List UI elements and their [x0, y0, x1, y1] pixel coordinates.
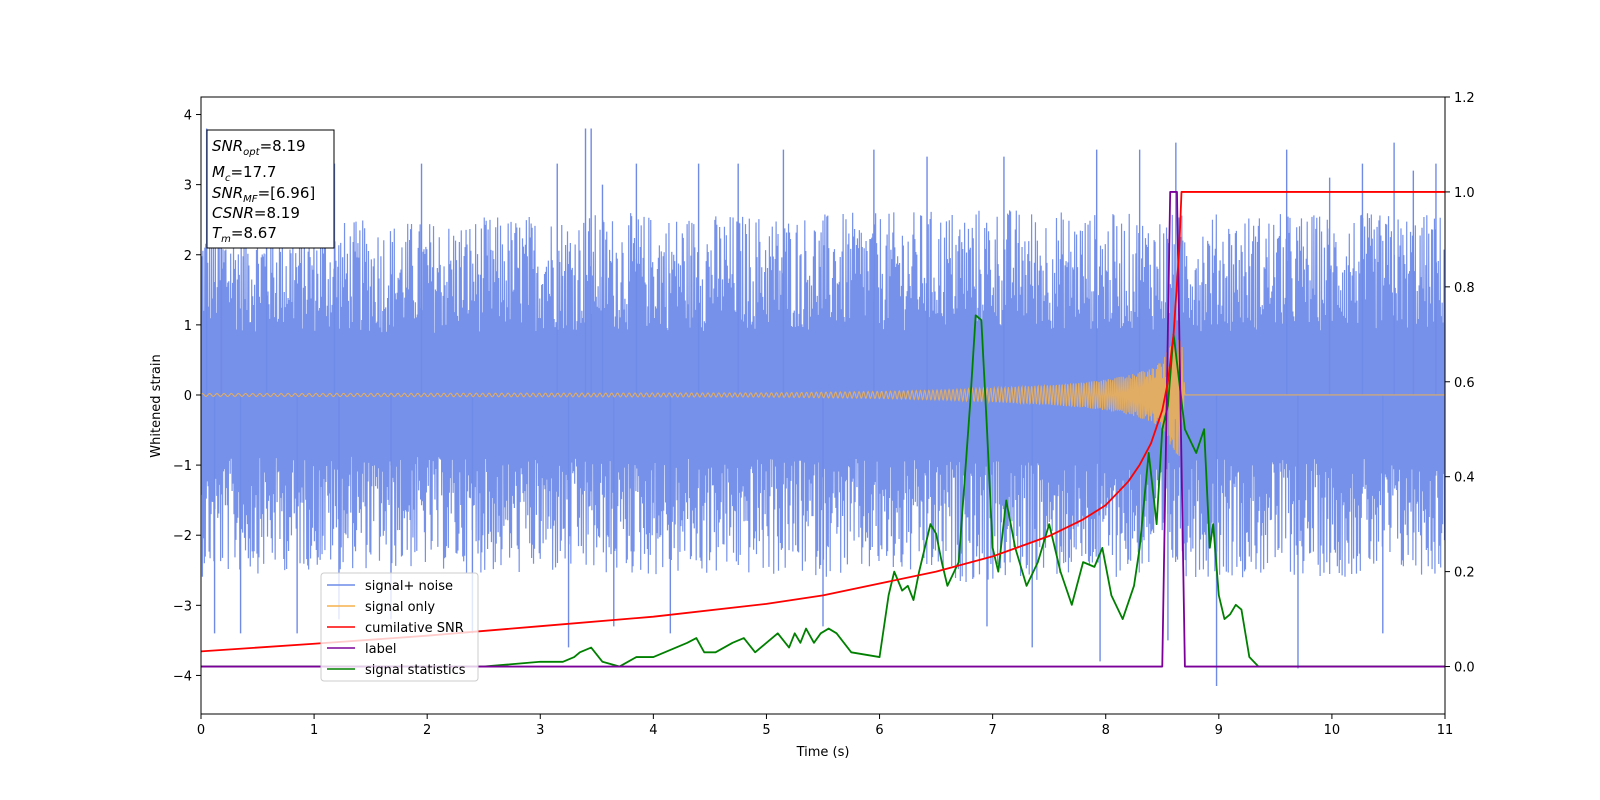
x-tick-label: 6	[875, 723, 883, 738]
y-right-tick-label: 0.6	[1454, 376, 1475, 391]
annotation-box: SNRopt=8.19 Mc=17.7 SNRMF=[6.96] CSNR=8.…	[206, 129, 335, 249]
x-tick-label: 0	[197, 723, 205, 738]
x-tick-label: 4	[649, 723, 657, 738]
signal-noise-layer	[201, 128, 1445, 686]
annotation-csnr: CSNR=8.19	[212, 204, 300, 222]
series-label	[201, 191, 1445, 668]
y-left-tick-label: 3	[184, 179, 192, 194]
right-axis-lines-layer	[201, 191, 1445, 668]
legend-label-signal-only: signal only	[365, 600, 435, 615]
y-right-tick-label: 1.2	[1454, 91, 1475, 106]
legend-label-signal-statistics: signal statistics	[365, 663, 466, 678]
y-right-tick-label: 0.0	[1454, 661, 1475, 676]
series-signal-only	[201, 338, 1445, 457]
annotation-snr-mf: SNRMF=[6.96]	[212, 184, 315, 205]
legend-label-signal-noise: signal+ noise	[365, 579, 453, 594]
x-axis-label: Time (s)	[796, 745, 850, 760]
legend-frame	[320, 572, 479, 682]
y-left-tick-label: 0	[184, 389, 192, 404]
x-tick-label: 3	[536, 723, 544, 738]
x-tick-label: 8	[1102, 723, 1110, 738]
series-signal-noise	[201, 210, 1445, 583]
y-left-tick-label: −2	[173, 529, 192, 544]
y-axis-right: 0.0 0.2 0.4 0.6 0.8 1.0 1.2	[1445, 91, 1475, 676]
annotation-tm: Tm=8.67	[212, 224, 277, 245]
y-left-tick-label: 1	[184, 319, 192, 334]
plot-frame	[200, 96, 1446, 715]
x-tick-label: 2	[423, 723, 431, 738]
y-left-tick-label: −1	[173, 459, 192, 474]
x-tick-label: 7	[988, 723, 996, 738]
legend: signal+ noise signal only cumilative SNR…	[320, 572, 479, 682]
x-tick-label: 11	[1437, 723, 1454, 738]
x-tick-label: 10	[1324, 723, 1341, 738]
x-axis: 0 1 2 3 4 5 6 7 8 9 10 11	[197, 714, 1453, 738]
signal-only-layer	[201, 338, 1445, 457]
y-left-tick-label: 4	[184, 109, 192, 124]
y-left-tick-label: −3	[173, 599, 192, 614]
y-axis-left: −4 −3 −2 −1 0 1 2 3 4	[173, 109, 201, 684]
y-axis-label: Whitened strain	[149, 354, 164, 457]
x-tick-label: 9	[1215, 723, 1223, 738]
annotation-frame	[206, 129, 335, 249]
y-right-tick-label: 0.4	[1454, 471, 1475, 486]
legend-label-label: label	[365, 642, 396, 657]
y-right-tick-label: 1.0	[1454, 186, 1475, 201]
x-tick-label: 1	[310, 723, 318, 738]
y-left-tick-label: −4	[173, 669, 192, 684]
y-left-tick-label: 2	[184, 249, 192, 264]
y-right-tick-label: 0.2	[1454, 566, 1475, 581]
series-cumilative-snr	[201, 191, 1445, 653]
annotation-mc: Mc=17.7	[212, 163, 276, 184]
annotation-snr-opt: SNRopt=8.19	[212, 137, 306, 158]
legend-label-cumulative-snr: cumilative SNR	[365, 621, 464, 636]
x-tick-label: 5	[762, 723, 770, 738]
series-signal-statistics	[201, 314, 1445, 668]
y-right-tick-label: 0.8	[1454, 281, 1475, 296]
